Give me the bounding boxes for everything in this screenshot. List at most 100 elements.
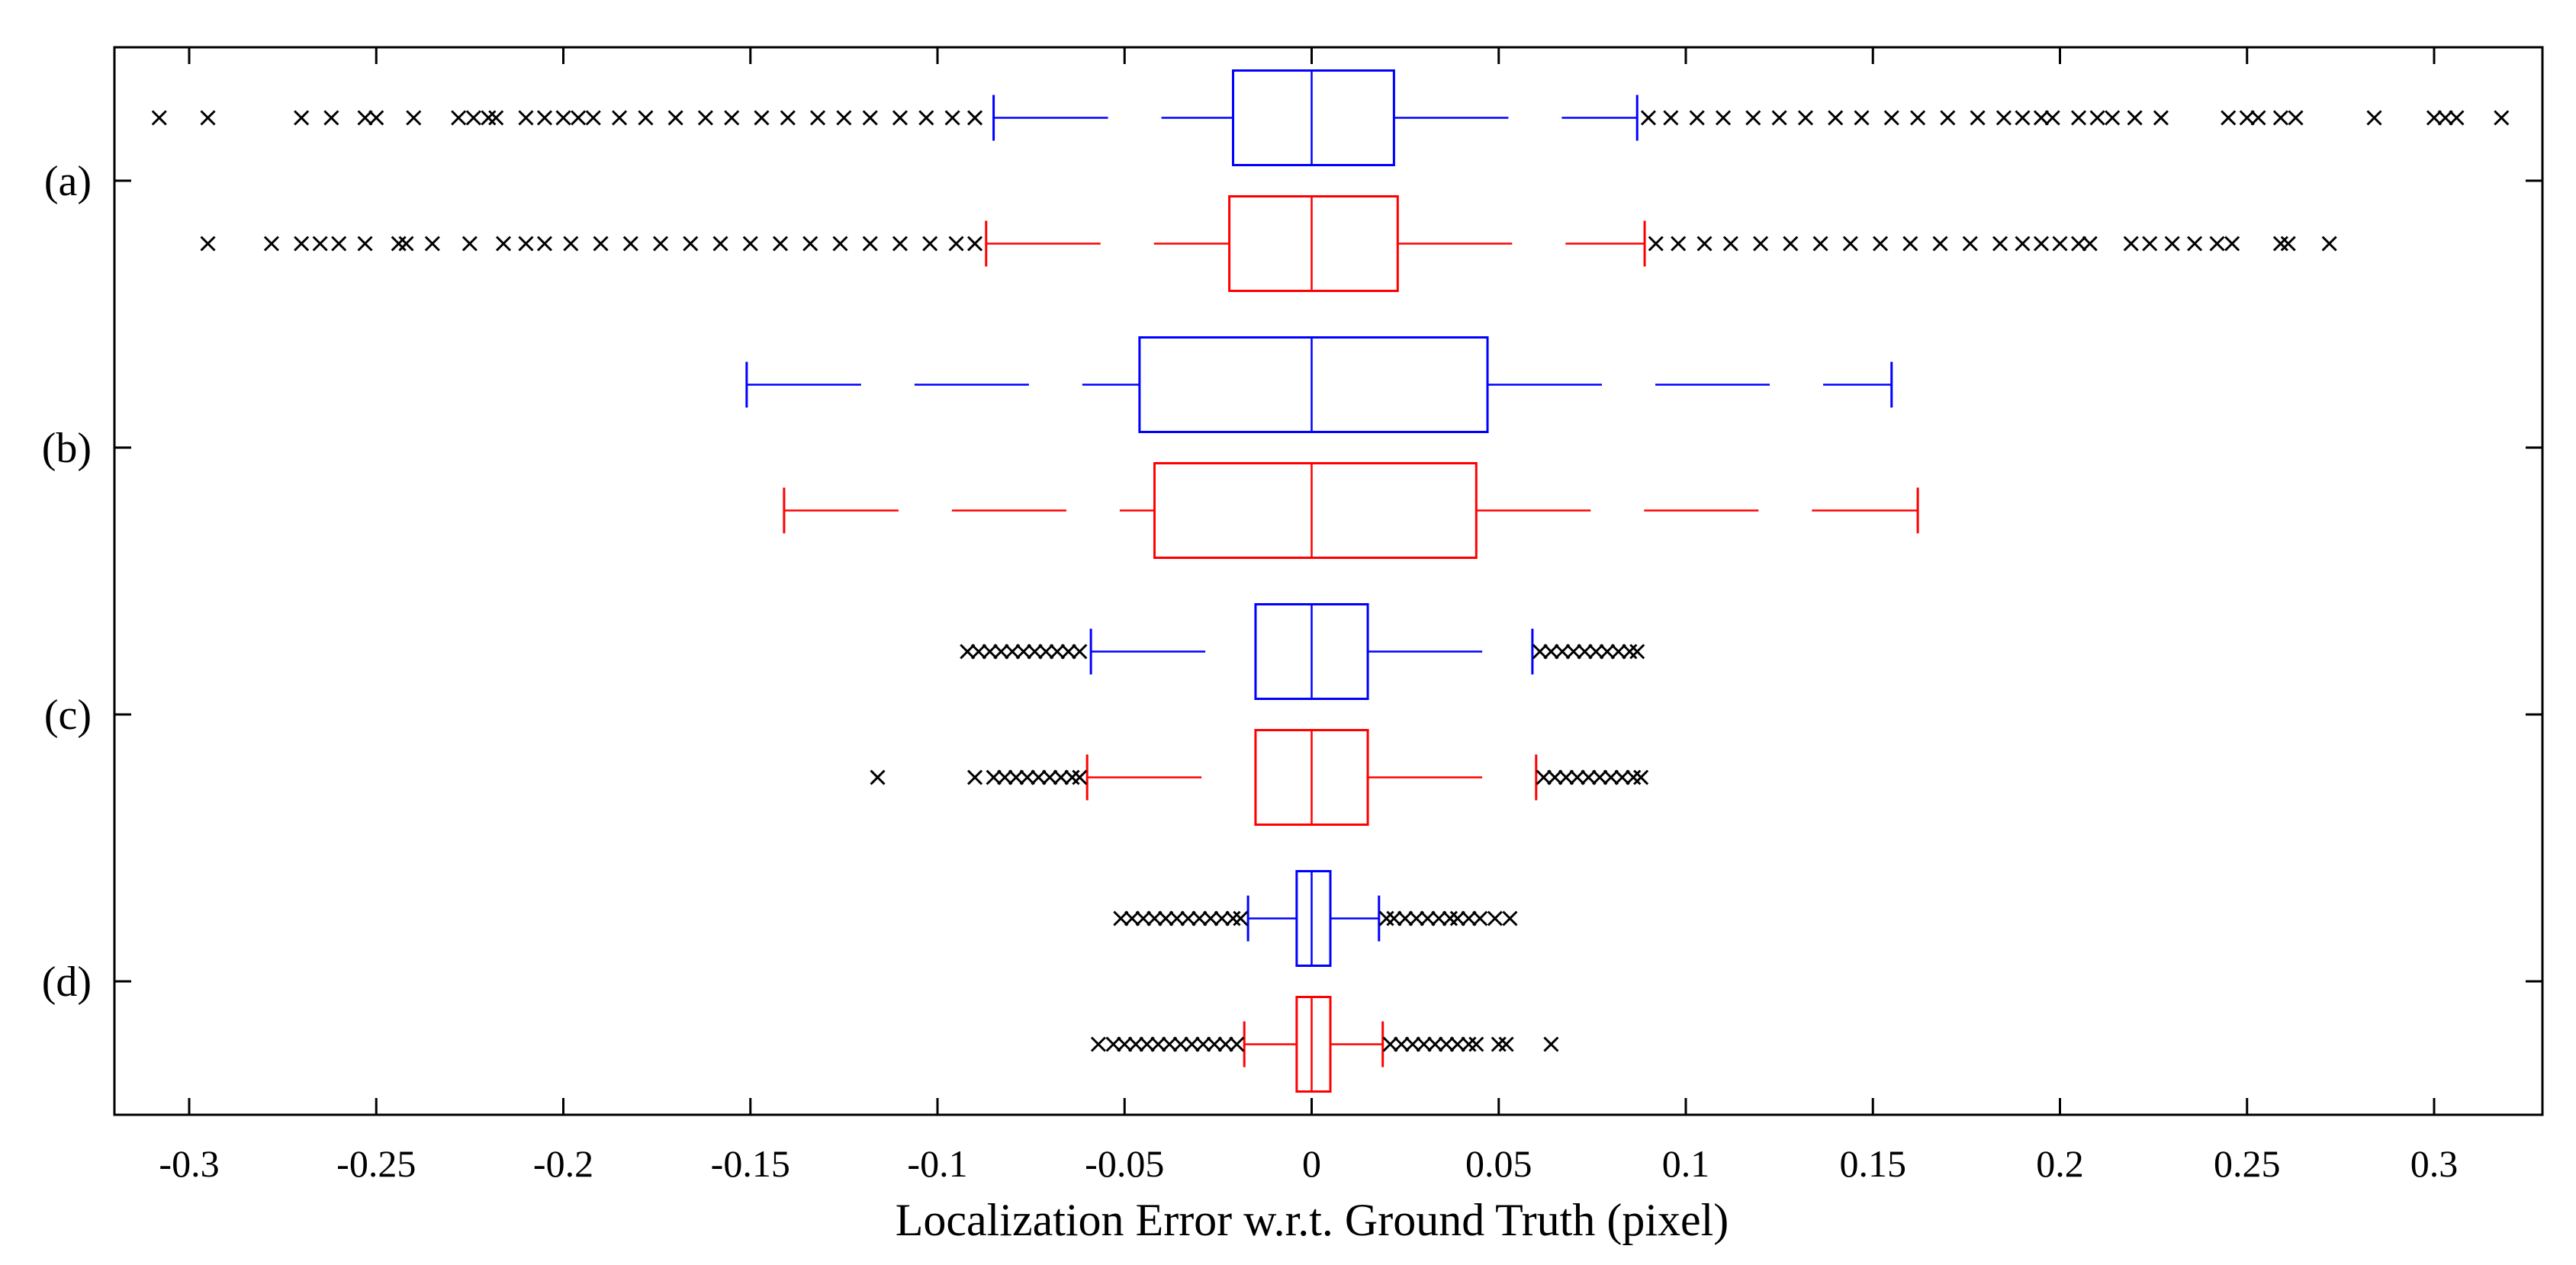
outlier-point	[536, 236, 553, 252]
outlier-point	[667, 110, 683, 126]
outlier-point	[1872, 236, 1889, 252]
outlier-point	[1439, 1036, 1455, 1052]
category-label: (b)	[42, 425, 92, 472]
outlier-point	[2033, 110, 2050, 126]
outlier-point	[323, 110, 339, 126]
axis-ticks	[114, 47, 2542, 1115]
plot-area-frame	[113, 46, 2544, 1116]
outlier-point	[1072, 644, 1088, 660]
outlier-point	[1547, 769, 1563, 785]
outlier-point	[1715, 110, 1732, 126]
box-iqr	[1138, 336, 1489, 433]
outlier-point	[2015, 110, 2031, 126]
outlier-point	[772, 236, 789, 252]
outlier-point	[1217, 1036, 1233, 1052]
outlier-point	[2127, 110, 2143, 126]
x-tick-label: 0.2	[2036, 1142, 2084, 1185]
outlier-point	[488, 110, 504, 126]
outlier-point	[1229, 1036, 1245, 1052]
outlier-point	[1449, 1036, 1465, 1052]
outlier-point	[368, 110, 384, 126]
outlier-point	[1599, 644, 1616, 660]
x-tick-label: 0.05	[1465, 1142, 1532, 1185]
outlier-point	[2044, 110, 2060, 126]
outlier-point	[1577, 644, 1593, 660]
outlier-point	[1854, 110, 1870, 126]
outlier-point	[1932, 236, 1948, 252]
outlier-point	[2494, 110, 2510, 126]
outlier-point	[1192, 910, 1208, 926]
outlier-point	[1468, 1036, 1484, 1052]
outlier-point	[1502, 910, 1518, 926]
outlier-point	[1555, 644, 1571, 660]
x-tick-label: 0.25	[2214, 1142, 2281, 1185]
outlier-point	[1722, 236, 1738, 252]
outlier-point	[200, 236, 216, 252]
outlier-point	[2123, 236, 2139, 252]
outlier-point	[1543, 644, 1559, 660]
outlier-point	[836, 110, 852, 126]
outlier-point	[1970, 110, 1986, 126]
outlier-point	[2224, 236, 2240, 252]
outlier-point	[862, 236, 878, 252]
outlier-point	[357, 236, 373, 252]
outlier-point	[151, 110, 167, 126]
outlier-point	[2052, 236, 2068, 252]
box-a-blue	[992, 69, 1639, 166]
outlier-point	[1648, 236, 1664, 252]
outlier-point	[424, 236, 440, 252]
outlier-point	[1771, 110, 1787, 126]
outlier-point	[1184, 1036, 1200, 1052]
outlier-point	[652, 236, 669, 252]
outlier-point	[1689, 110, 1705, 126]
outlier-point	[2449, 110, 2465, 126]
outlier-point	[1543, 1036, 1559, 1052]
outlier-point	[2153, 110, 2169, 126]
outlier-point	[1195, 1036, 1211, 1052]
outlier-point	[970, 644, 987, 660]
box-iqr	[1295, 996, 1332, 1093]
outlier-point	[2437, 110, 2453, 126]
outlier-point	[1420, 910, 1436, 926]
outlier-point	[2089, 110, 2105, 126]
outlier-point	[832, 236, 848, 252]
outlier-point	[944, 110, 960, 126]
box-d-blue	[1246, 870, 1381, 967]
outlier-point	[1588, 644, 1604, 660]
x-tick-label: -0.2	[533, 1142, 593, 1185]
outlier-point	[451, 110, 467, 126]
category-labels: (a) (b) (c) (d)	[42, 158, 92, 1006]
outlier-point	[966, 769, 983, 785]
outlier-point	[1394, 1036, 1410, 1052]
outlier-point	[2015, 236, 2031, 252]
outlier-point	[2250, 110, 2266, 126]
outlier-point	[391, 236, 407, 252]
box-iqr	[1231, 69, 1395, 166]
outlier-point	[1536, 769, 1552, 785]
outlier-point	[1427, 1036, 1443, 1052]
outlier-point	[2142, 236, 2158, 252]
box-iqr	[1153, 462, 1478, 559]
outlier-point	[780, 110, 796, 126]
outlier-point	[1064, 769, 1080, 785]
outlier-point	[1117, 1036, 1133, 1052]
outlier-point	[1487, 910, 1503, 926]
outlier-point	[1745, 110, 1761, 126]
outlier-point	[1753, 236, 1769, 252]
outlier-point	[294, 236, 310, 252]
outlier-point	[809, 110, 826, 126]
outlier-point	[966, 236, 983, 252]
outlier-point	[585, 110, 601, 126]
outlier-point	[2288, 110, 2304, 126]
outlier-point	[612, 110, 628, 126]
outlier-point	[724, 110, 740, 126]
outlier-point	[966, 110, 983, 126]
outlier-point	[1828, 110, 1844, 126]
outlier-point	[1416, 1036, 1432, 1052]
outlier-point	[1461, 1036, 1477, 1052]
outlier-point	[1225, 910, 1241, 926]
outlier-point	[1962, 236, 1978, 252]
outlier-point	[1180, 910, 1196, 926]
outlier-point	[2221, 110, 2237, 126]
outlier-point	[593, 236, 609, 252]
